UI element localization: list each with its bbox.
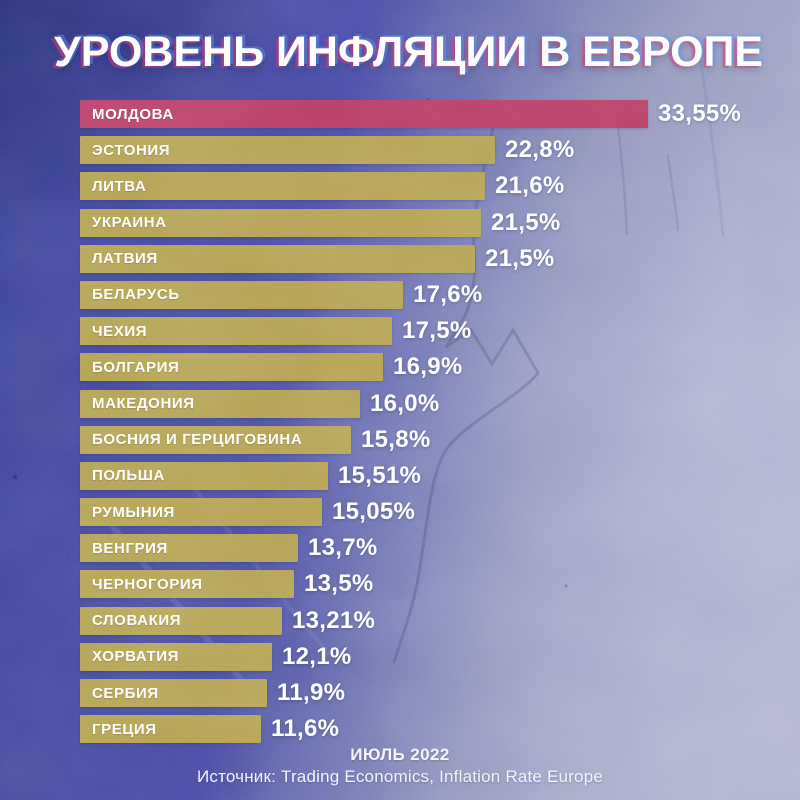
bar-row: ЧЕРНОГОРИЯ 13,5% — [80, 570, 772, 599]
bar-label: БЕЛАРУСЬ — [92, 286, 180, 304]
bar-row: МОЛДОВА 33,55% — [80, 100, 772, 128]
bar-label: ЧЕРНОГОРИЯ — [92, 575, 203, 593]
bar-row: СЛОВАКИЯ 13,21% — [80, 606, 772, 635]
bar-value: 21,6% — [495, 172, 565, 200]
bar-row: ЛИТВА 21,6% — [80, 172, 772, 201]
bar-value: 15,51% — [338, 461, 422, 489]
bar: СЕРБИЯ — [80, 679, 267, 707]
bar-label: РУМЫНИЯ — [92, 503, 175, 521]
bar: ПОЛЬША — [80, 461, 328, 490]
bar-label: ЛИТВА — [92, 177, 147, 195]
bar-row: ЧЕХИЯ 17,5% — [80, 317, 772, 346]
bar-value: 12,1% — [282, 642, 352, 670]
bar: ЧЕХИЯ — [80, 317, 392, 346]
bar-row: УКРАИНА 21,5% — [80, 208, 772, 237]
bar-label: МОЛДОВА — [92, 105, 174, 123]
bar-value: 22,8% — [505, 136, 575, 164]
bar-row: ПОЛЬША 15,51% — [80, 461, 772, 490]
bar-value: 11,6% — [271, 715, 340, 743]
bar-row: ЭСТОНИЯ 22,8% — [80, 136, 772, 165]
bar-row: МАКЕДОНИЯ 16,0% — [80, 389, 772, 418]
bar-value: 16,0% — [370, 389, 440, 417]
bar-value: 21,5% — [491, 208, 561, 236]
bar-label: УКРАИНА — [92, 214, 167, 232]
bar-value: 11,9% — [277, 679, 346, 706]
bar: ЛИТВА — [80, 172, 485, 201]
bar: ЛАТВИЯ — [80, 244, 475, 273]
bar-row: ХОРВАТИЯ 12,1% — [80, 642, 772, 671]
bar: ГРЕЦИЯ — [80, 715, 261, 744]
bar-label: БОСНИЯ И ГЕРЦИГОВИНА — [92, 431, 303, 449]
bar: БЕЛАРУСЬ — [80, 280, 403, 309]
bar: ЧЕРНОГОРИЯ — [80, 570, 294, 599]
bar: БОСНИЯ И ГЕРЦИГОВИНА — [80, 425, 351, 454]
bar: ЭСТОНИЯ — [80, 136, 495, 165]
bar-label: СЕРБИЯ — [92, 684, 159, 702]
bar: ВЕНГРИЯ — [80, 534, 298, 563]
page-title: УРОВЕНЬ ИНФЛЯЦИИ В ЕВРОПЕ — [54, 28, 764, 76]
bar-value: 15,8% — [361, 425, 431, 453]
bar: УКРАИНА — [80, 208, 481, 237]
footer: ИЮЛЬ 2022 Источник: Trading Economics, I… — [0, 745, 800, 787]
bar-label: СЛОВАКИЯ — [92, 612, 182, 630]
bar-row: ВЕНГРИЯ 13,7% — [80, 534, 772, 563]
bar-value: 17,6% — [413, 280, 483, 308]
bar-highlight: МОЛДОВА — [80, 100, 648, 128]
bar-value: 13,21% — [292, 606, 376, 634]
bar: БОЛГАРИЯ — [80, 353, 383, 382]
bar-label: ГРЕЦИЯ — [92, 720, 157, 738]
bar: ХОРВАТИЯ — [80, 642, 272, 671]
bar-row: РУМЫНИЯ 15,05% — [80, 498, 772, 527]
bar-label: ЭСТОНИЯ — [92, 141, 171, 159]
bar-label: БОЛГАРИЯ — [92, 358, 180, 376]
bar-value: 17,5% — [402, 317, 472, 345]
bar-value: 33,55% — [658, 100, 742, 127]
bar-label: ЛАТВИЯ — [92, 250, 158, 268]
bar-row: БОСНИЯ И ГЕРЦИГОВИНА 15,8% — [80, 425, 772, 454]
bar: РУМЫНИЯ — [80, 498, 322, 527]
bar-value: 13,5% — [304, 570, 374, 598]
footer-period: ИЮЛЬ 2022 — [350, 745, 450, 764]
bar-chart: МОЛДОВА 33,55% ЭСТОНИЯ 22,8% ЛИТВА 21,6% УКРАИ… — [80, 100, 772, 751]
bar-label: МАКЕДОНИЯ — [92, 395, 195, 412]
bar-row: БОЛГАРИЯ 16,9% — [80, 353, 772, 382]
bar-label: ПОЛЬША — [92, 467, 165, 485]
bar-value: 15,05% — [332, 498, 416, 526]
bar-label: ХОРВАТИЯ — [92, 648, 179, 666]
bar-label: ЧЕХИЯ — [92, 322, 148, 340]
bar: МАКЕДОНИЯ — [80, 389, 360, 418]
bar-label: ВЕНГРИЯ — [92, 539, 168, 557]
bar: СЛОВАКИЯ — [80, 606, 282, 635]
bar-row: СЕРБИЯ 11,9% — [80, 679, 772, 707]
bar-row: ГРЕЦИЯ 11,6% — [80, 715, 772, 744]
footer-source: Источник: Trading Economics, Inflation R… — [196, 767, 604, 786]
bar-value: 13,7% — [308, 534, 378, 562]
bar-row: БЕЛАРУСЬ 17,6% — [80, 280, 772, 309]
bar-value: 21,5% — [485, 244, 555, 272]
bar-row: ЛАТВИЯ 21,5% — [80, 244, 772, 273]
bar-value: 16,9% — [393, 353, 463, 381]
